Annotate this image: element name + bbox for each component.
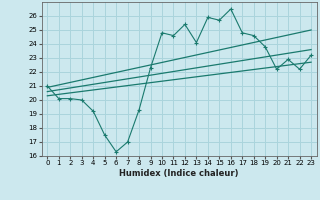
X-axis label: Humidex (Indice chaleur): Humidex (Indice chaleur) — [119, 169, 239, 178]
